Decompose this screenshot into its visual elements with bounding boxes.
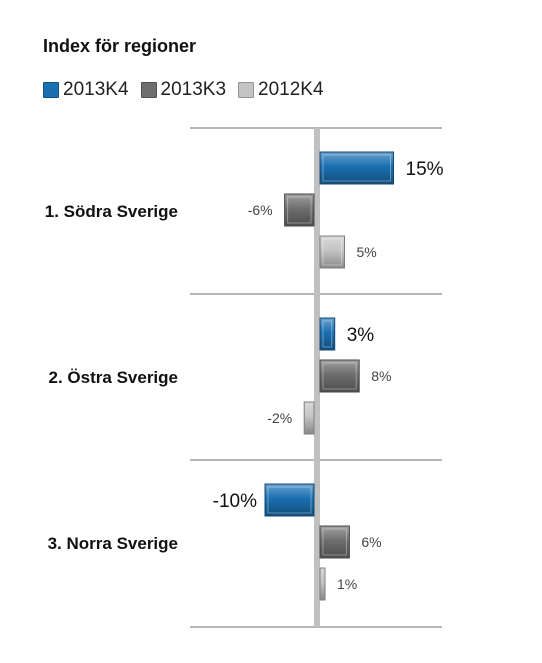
data-label-2012k4-3: 1%: [337, 576, 357, 592]
data-label-2013k3-3: 6%: [361, 534, 381, 550]
data-label-2012k4-2: -2%: [267, 410, 292, 426]
category-label-2-stra-sverige: 2. Östra Sverige: [49, 368, 178, 387]
bar-2012k4-2: [303, 401, 315, 435]
bar-2013k4-2: [319, 317, 336, 351]
legend-item-2013k4: 2013K4: [43, 80, 129, 100]
data-label-2013k4-2: 3%: [347, 325, 375, 346]
chart-title: Index för regioner: [43, 36, 197, 56]
legend-label-2012k4: 2012K4: [258, 79, 324, 100]
bar-bevel-highlight: [267, 486, 312, 514]
bar-bevel-highlight: [322, 320, 333, 348]
bar-bevel-highlight: [287, 196, 312, 224]
legend-swatch-2013k4: [43, 82, 59, 98]
bar-bevel-highlight: [322, 362, 357, 390]
bar-2012k4-3: [319, 567, 326, 601]
legend-swatch-2013k3: [140, 82, 157, 98]
bar-2012k4-1: [319, 235, 345, 269]
legend-item-2012k4: 2012K4: [238, 80, 324, 100]
legend-item-2013k3: 2013K3: [140, 79, 227, 100]
category-label-1-s-dra-sverige: 1. Södra Sverige: [45, 202, 178, 221]
data-label-2013k4-3: -10%: [213, 491, 257, 512]
data-label-2013k4-1: 15%: [406, 159, 444, 180]
bar-2013k3-1: [284, 193, 315, 227]
legend-label-2013k4: 2013K4: [63, 79, 129, 100]
zero-axis-line: [314, 128, 320, 627]
bar-bevel-highlight: [322, 154, 391, 182]
data-label-2012k4-1: 5%: [357, 244, 377, 260]
category-label-3-norra-sverige: 3. Norra Sverige: [48, 534, 178, 553]
legend: 2013K4 2013K3 2012K4: [43, 80, 336, 100]
bar-2013k3-3: [319, 525, 350, 559]
data-label-2013k3-2: 8%: [371, 368, 391, 384]
legend-label-2013k3: 2013K3: [160, 79, 227, 100]
bar-2013k3-2: [319, 359, 360, 393]
data-label-2013k3-1: -6%: [248, 202, 273, 218]
legend-swatch-2012k4: [238, 82, 255, 98]
bar-2013k4-1: [319, 151, 394, 185]
bar-bevel-highlight: [322, 528, 347, 556]
bar-bevel-highlight: [322, 238, 342, 266]
bar-2013k4-3: [264, 483, 315, 517]
